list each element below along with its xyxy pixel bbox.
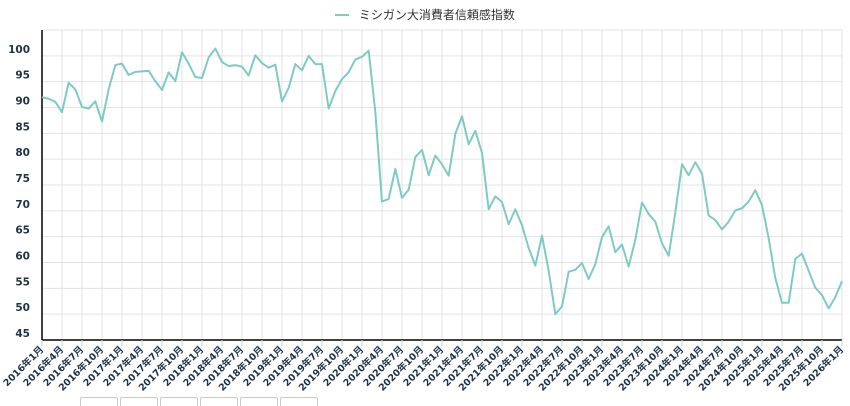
x-axis: 2016年1月2016年4月2016年7月2016年10月2017年1月2017… bbox=[1, 339, 846, 394]
svg-text:45: 45 bbox=[15, 328, 30, 340]
bottom-tab[interactable] bbox=[80, 397, 118, 406]
legend-swatch bbox=[335, 13, 350, 16]
svg-text:70: 70 bbox=[15, 199, 30, 211]
bottom-tab-strip bbox=[80, 397, 320, 406]
svg-text:90: 90 bbox=[15, 96, 30, 108]
legend-label: ミシガン大消費者信頼感指数 bbox=[358, 8, 515, 22]
svg-text:80: 80 bbox=[15, 147, 30, 159]
grid-lines bbox=[41, 29, 843, 341]
svg-text:50: 50 bbox=[15, 302, 30, 314]
svg-text:60: 60 bbox=[15, 251, 30, 263]
svg-text:95: 95 bbox=[15, 70, 30, 82]
y-axis: 45 50 55 60 65 70 75 80 85 90 95 100 bbox=[8, 30, 43, 340]
svg-text:55: 55 bbox=[15, 276, 30, 288]
svg-text:75: 75 bbox=[15, 173, 30, 185]
svg-text:85: 85 bbox=[15, 121, 30, 133]
bottom-tab[interactable] bbox=[200, 397, 238, 406]
bottom-tab[interactable] bbox=[160, 397, 198, 406]
bottom-tab[interactable] bbox=[280, 397, 318, 406]
svg-text:65: 65 bbox=[15, 225, 30, 237]
chart-legend[interactable]: ミシガン大消費者信頼感指数 bbox=[0, 6, 850, 23]
bottom-tab[interactable] bbox=[120, 397, 158, 406]
series-line bbox=[41, 47, 843, 316]
bottom-tab[interactable] bbox=[240, 397, 278, 406]
svg-text:100: 100 bbox=[8, 44, 30, 56]
